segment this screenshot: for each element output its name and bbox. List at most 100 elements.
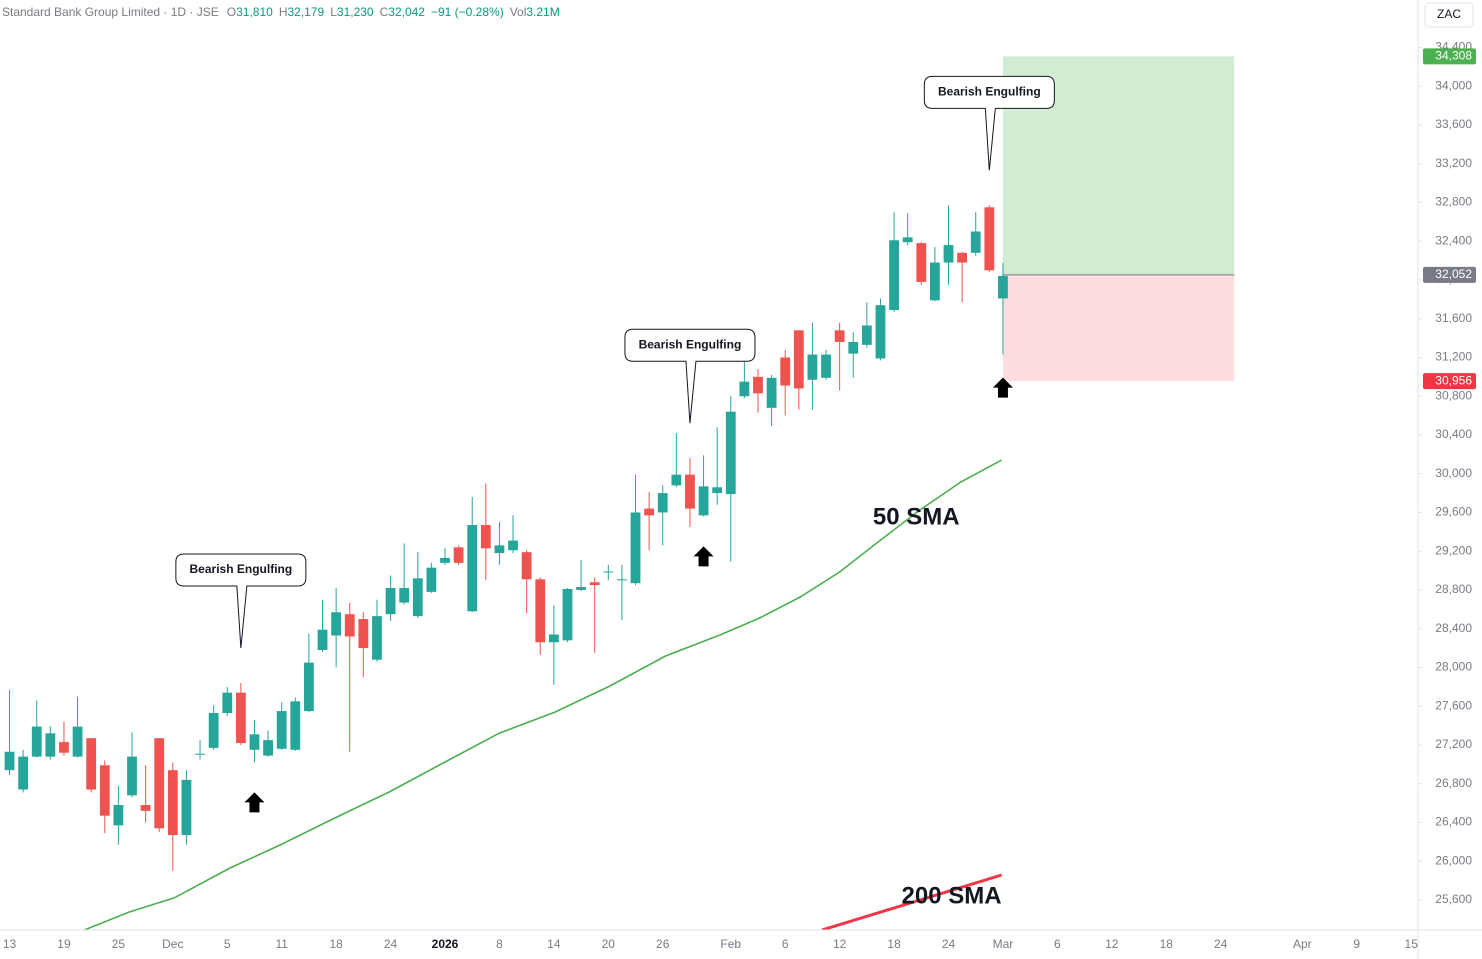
candle-body — [603, 571, 614, 573]
sma-line — [821, 873, 1003, 930]
candle-body — [127, 756, 137, 796]
candle-body — [249, 734, 260, 750]
currency[interactable]: ZAC — [1437, 7, 1461, 21]
field-value: 31,810 — [236, 5, 273, 19]
candle-body — [399, 588, 410, 603]
callout-box — [175, 553, 307, 649]
candle-body — [957, 252, 968, 263]
candle-body — [18, 756, 29, 790]
candle-body — [494, 545, 505, 554]
callout-text: Bearish Engulfing — [639, 337, 742, 351]
y-tick-label: 29,600 — [1435, 505, 1472, 519]
candle-body — [276, 711, 287, 749]
candle-body — [45, 733, 56, 757]
x-tick-label: Mar — [993, 937, 1014, 951]
candle-body — [984, 207, 995, 271]
candle-body — [861, 325, 872, 345]
field-key: H — [279, 5, 288, 19]
candle-body — [889, 240, 899, 310]
field-value: 32,042 — [388, 5, 425, 19]
y-tick-label: 33,200 — [1435, 156, 1472, 170]
candle-body — [344, 614, 355, 637]
change: −91 (−0.28%) — [431, 5, 504, 19]
field-key: L — [330, 5, 337, 19]
x-tick-label: 24 — [942, 937, 956, 951]
candle-body — [72, 726, 83, 757]
field-value: 31,230 — [337, 5, 374, 19]
y-tick-label: 29,200 — [1435, 543, 1472, 557]
candle-body — [739, 381, 750, 397]
candle-body — [358, 619, 369, 649]
candle-body — [548, 634, 559, 643]
x-tick-label: Feb — [720, 937, 741, 951]
candle-body — [793, 330, 804, 389]
x-tick-label: 14 — [547, 937, 561, 951]
y-tick-label: 30,400 — [1435, 427, 1472, 441]
field-value: 32,179 — [288, 5, 325, 19]
candle-body — [99, 765, 110, 816]
candle-body — [181, 779, 192, 836]
callout-box — [923, 75, 1055, 171]
candle-body — [440, 558, 450, 563]
candle-body — [725, 411, 736, 495]
y-tick-label: 34,000 — [1435, 78, 1472, 92]
candle-body — [426, 567, 437, 592]
y-tick-label: 28,800 — [1435, 582, 1472, 596]
candle-body — [998, 275, 1008, 299]
candle-body — [753, 376, 763, 394]
candle-body — [31, 726, 42, 757]
candle-body — [290, 701, 301, 750]
x-tick-label: 5 — [224, 937, 231, 951]
candle-body — [167, 770, 178, 836]
field-key: O — [227, 5, 236, 19]
price-label: 34,308 — [1435, 49, 1472, 63]
price-label: 30,956 — [1435, 373, 1472, 387]
y-tick-label: 27,200 — [1435, 737, 1472, 751]
y-tick-label: 28,400 — [1435, 621, 1472, 635]
axes: 25,600 26,000 26,400 26,800 27,200 27,600 28,0… — [3, 40, 1476, 951]
candle-body — [671, 474, 682, 486]
candle-body — [576, 587, 586, 590]
x-tick-label: 12 — [833, 937, 847, 951]
x-tick-label: 2026 — [432, 937, 459, 951]
y-tick-label: 33,600 — [1435, 117, 1472, 131]
y-tick-label: 28,000 — [1435, 660, 1472, 674]
legend-header: Standard Bank Group Limited · 1D · JSE O3… — [2, 5, 560, 19]
candle-body — [712, 487, 723, 494]
price-label-bg — [1423, 266, 1476, 283]
candle-body — [807, 354, 818, 380]
price-label-bg — [1423, 373, 1476, 390]
candle-body — [59, 742, 69, 753]
candle-body — [875, 305, 886, 359]
candle-body — [766, 377, 777, 408]
currency-button[interactable] — [1424, 2, 1474, 28]
volume: 3.21M — [526, 5, 559, 19]
x-tick-label: 18 — [1160, 937, 1174, 951]
volume-key: Vol — [510, 5, 527, 19]
x-tick-label: Apr — [1293, 937, 1312, 951]
symbol: Standard Bank Group Limited · 1D · JSE — [2, 5, 219, 19]
x-tick-label: 12 — [1105, 937, 1119, 951]
candle-body — [698, 486, 709, 516]
x-tick-label: 18 — [329, 937, 343, 951]
candle-body — [521, 552, 532, 580]
candle-body — [195, 753, 205, 755]
candle-body — [4, 751, 15, 771]
candle-body — [630, 512, 641, 584]
y-tick-label: 27,600 — [1435, 698, 1472, 712]
x-tick-label: 18 — [887, 937, 901, 951]
field-key: C — [380, 5, 389, 19]
price-label-bg — [1423, 48, 1476, 65]
candle-body — [304, 662, 314, 712]
candle-body — [154, 738, 165, 829]
candle-body — [848, 341, 859, 354]
y-tick-label: 26,800 — [1435, 776, 1472, 790]
candle-body — [331, 612, 342, 636]
candle-body — [222, 692, 233, 713]
price-label: 32,052 — [1435, 267, 1472, 281]
candle-body — [412, 578, 423, 617]
candle-body — [86, 738, 97, 790]
candle-body — [685, 474, 695, 509]
candle-body — [821, 354, 831, 378]
